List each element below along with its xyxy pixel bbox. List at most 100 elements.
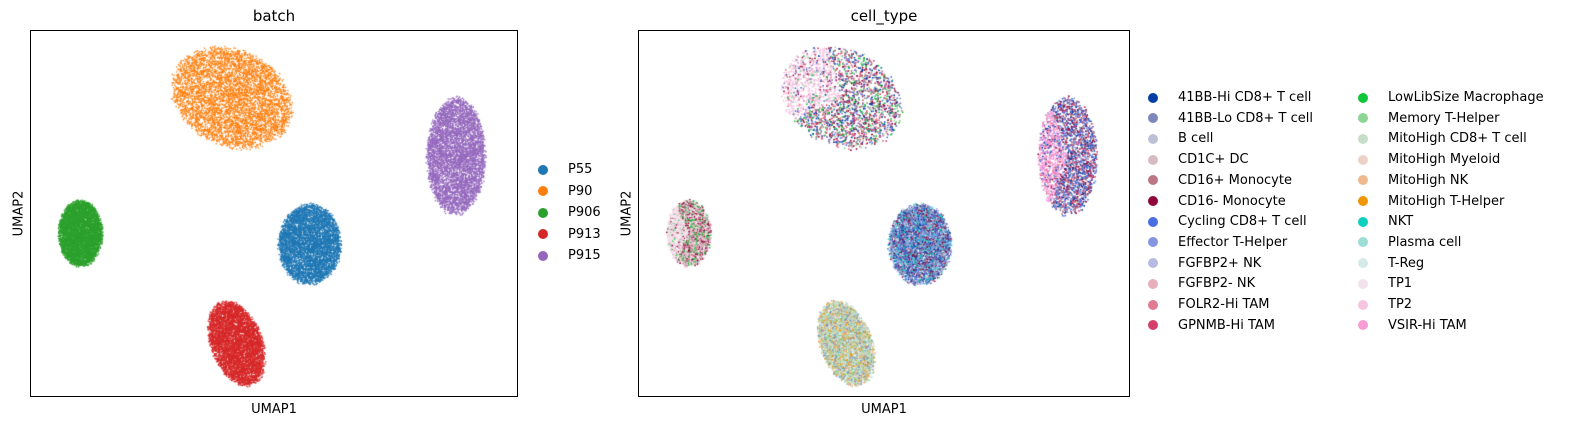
legend-label: P913 — [568, 226, 601, 242]
legend-marker — [1358, 299, 1368, 310]
scatter-points-cell-type — [639, 31, 1129, 396]
legend-item-p906: P906 — [538, 205, 601, 220]
legend-item-tp1: TP1 — [1358, 276, 1412, 291]
plot-area-batch — [30, 30, 518, 397]
legend-marker — [1148, 175, 1158, 186]
legend-marker — [1358, 133, 1368, 144]
legend-item-t-reg: T-Reg — [1358, 256, 1424, 271]
legend-marker — [1148, 133, 1158, 144]
legend-marker — [1148, 92, 1158, 103]
legend-label: GPNMB-Hi TAM — [1178, 317, 1276, 333]
panel-title-batch: batch — [252, 7, 296, 25]
legend-marker — [1358, 237, 1368, 248]
legend-label: CD16- Monocyte — [1178, 193, 1286, 209]
legend-label: FOLR2-Hi TAM — [1178, 297, 1270, 312]
legend-label: T-Reg — [1388, 255, 1425, 271]
legend-label: B cell — [1178, 131, 1214, 147]
legend-item-p913: P913 — [538, 227, 601, 242]
legend-marker — [1148, 196, 1158, 206]
legend-label: MitoHigh T-Helper — [1388, 193, 1505, 209]
legend-item-memory-t-helper: Memory T-Helper — [1358, 111, 1499, 126]
legend-label: LowLibSize Macrophage — [1388, 90, 1544, 105]
legend-marker — [1358, 258, 1368, 269]
legend-item-mitohigh-myeloid: MitoHigh Myeloid — [1358, 152, 1500, 167]
legend-label: 41BB-Lo CD8+ T cell — [1178, 110, 1313, 126]
legend-item-p90: P90 — [538, 184, 592, 199]
legend-marker — [1358, 278, 1368, 289]
legend-batch: P55 P90 P906 P913 P915 — [538, 162, 618, 272]
legend-item-cd1c-dc: CD1C+ DC — [1148, 152, 1249, 167]
x-axis-label-batch: UMAP1 — [251, 402, 297, 417]
legend-marker — [1358, 113, 1368, 124]
legend-marker — [1148, 154, 1158, 165]
legend-marker — [538, 250, 548, 261]
legend-item-plasma-cell: Plasma cell — [1358, 235, 1461, 250]
legend-marker — [1148, 278, 1158, 289]
legend-item-nkt: NKT — [1358, 214, 1413, 229]
legend-item-vsir-hi-tam: VSIR-Hi TAM — [1358, 318, 1467, 333]
legend-marker — [1148, 258, 1158, 269]
legend-label: 41BB-Hi CD8+ T cell — [1178, 90, 1312, 105]
legend-item-tp2: TP2 — [1358, 297, 1412, 312]
legend-marker — [1148, 216, 1158, 227]
y-axis-label-batch: UMAP2 — [11, 190, 27, 237]
legend-marker — [1148, 113, 1158, 124]
legend-label: CD1C+ DC — [1178, 152, 1249, 168]
legend-label: FGFBP2- NK — [1178, 276, 1256, 292]
legend-item-mitohigh-nk: MitoHigh NK — [1358, 173, 1468, 188]
legend-label: P915 — [568, 248, 601, 263]
legend-label: FGFBP2+ NK — [1178, 255, 1262, 271]
legend-item-folr2-hi-tam: FOLR2-Hi TAM — [1148, 297, 1270, 312]
legend-item-cd16-monocyte: CD16- Monocyte — [1148, 194, 1286, 209]
legend-label: Plasma cell — [1388, 234, 1462, 250]
legend-label: MitoHigh CD8+ T cell — [1388, 131, 1527, 147]
legend-marker — [538, 207, 548, 218]
legend-item-effector-t-helper: Effector T-Helper — [1148, 235, 1287, 250]
legend-label: MitoHigh Myeloid — [1388, 152, 1501, 168]
scatter-points-batch — [31, 31, 517, 396]
legend-item-b-cell: B cell — [1148, 131, 1213, 146]
legend-marker — [1148, 320, 1158, 331]
legend-label: TP2 — [1388, 297, 1413, 312]
x-axis-label-cell-type: UMAP1 — [861, 402, 907, 417]
legend-marker — [1358, 196, 1368, 206]
legend-item-mitohigh-t-helper: MitoHigh T-Helper — [1358, 194, 1504, 209]
legend-item-cycling-cd8-t-cell: Cycling CD8+ T cell — [1148, 214, 1307, 229]
legend-marker — [538, 186, 548, 196]
legend-label: VSIR-Hi TAM — [1388, 317, 1467, 333]
legend-marker — [1358, 175, 1368, 186]
legend-item-41bb-hi-cd8-t-cell: 41BB-Hi CD8+ T cell — [1148, 90, 1311, 105]
legend-label: MitoHigh NK — [1388, 172, 1469, 188]
plot-area-cell-type — [638, 30, 1130, 397]
legend-item-p915: P915 — [538, 248, 601, 263]
legend-marker — [1358, 154, 1368, 165]
legend-marker — [1148, 237, 1158, 248]
legend-marker — [1148, 299, 1158, 310]
legend-item-p55: P55 — [538, 162, 592, 177]
legend-label: P906 — [568, 205, 601, 220]
legend-marker — [538, 229, 548, 239]
legend-marker — [1358, 320, 1368, 331]
legend-item-fgfbp2-nk: FGFBP2+ NK — [1148, 256, 1261, 271]
legend-label: P90 — [568, 183, 593, 199]
legend-label: CD16+ Monocyte — [1178, 172, 1292, 188]
legend-marker — [1358, 92, 1368, 103]
panel-title-cell-type: cell_type — [850, 7, 918, 25]
y-axis-label-cell-type: UMAP2 — [619, 190, 635, 237]
legend-label: Cycling CD8+ T cell — [1178, 214, 1307, 230]
legend-label: Effector T-Helper — [1178, 234, 1288, 250]
legend-item-fgfbp2-nk: FGFBP2- NK — [1148, 276, 1255, 291]
legend-marker — [1358, 216, 1368, 227]
legend-label: TP1 — [1388, 276, 1413, 292]
legend-label: NKT — [1388, 214, 1414, 230]
legend-marker — [538, 164, 548, 175]
legend-item-41bb-lo-cd8-t-cell: 41BB-Lo CD8+ T cell — [1148, 111, 1313, 126]
legend-item-lowlibsize-macrophage: LowLibSize Macrophage — [1358, 90, 1544, 105]
legend-label: P55 — [568, 162, 593, 177]
legend-cell-type: 41BB-Hi CD8+ T cell 41BB-Lo CD8+ T cell B … — [1148, 90, 1578, 340]
legend-item-gpnmb-hi-tam: GPNMB-Hi TAM — [1148, 318, 1275, 333]
legend-item-cd16-monocyte: CD16+ Monocyte — [1148, 173, 1292, 188]
legend-label: Memory T-Helper — [1388, 110, 1500, 126]
legend-item-mitohigh-cd8-t-cell: MitoHigh CD8+ T cell — [1358, 131, 1527, 146]
